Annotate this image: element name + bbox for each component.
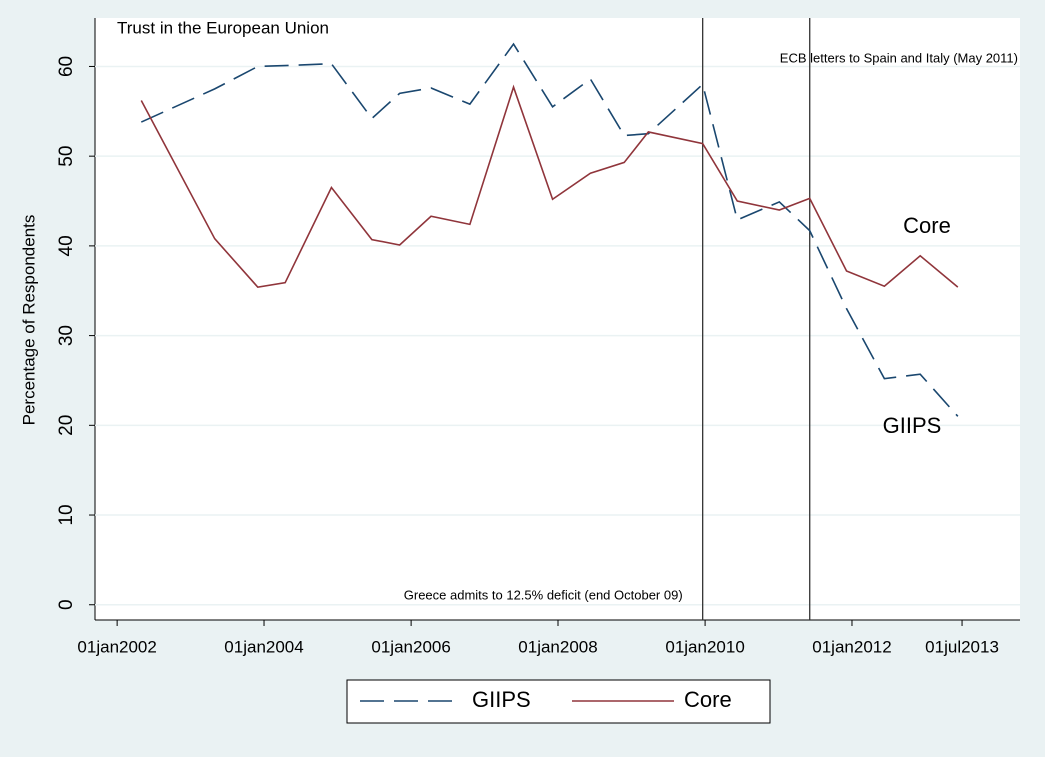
y-tick-label: 30 — [56, 325, 77, 346]
x-tick-label: 01jul2013 — [925, 637, 999, 656]
x-tick-label: 01jan2006 — [371, 637, 450, 656]
chart-title: Trust in the European Union — [117, 18, 329, 37]
y-tick-label: 50 — [56, 146, 77, 167]
legend-label: GIIPS — [472, 687, 531, 712]
legend-label: Core — [684, 687, 732, 712]
x-tick-label: 01jan2008 — [518, 637, 597, 656]
x-tick-label: 01jan2002 — [77, 637, 156, 656]
event-label: ECB letters to Spain and Italy (May 2011… — [780, 50, 1018, 65]
x-tick-label: 01jan2010 — [665, 637, 744, 656]
y-tick-label: 60 — [56, 56, 77, 77]
x-tick-label: 01jan2004 — [224, 637, 303, 656]
y-tick-label: 40 — [56, 235, 77, 256]
series-line — [140, 84, 959, 289]
series-line — [140, 42, 959, 417]
y-tick-label: 0 — [56, 599, 77, 610]
x-tick-label: 01jan2012 — [812, 637, 891, 656]
y-axis-label: Percentage of Respondents — [19, 215, 38, 426]
event-label: Greece admits to 12.5% deficit (end Octo… — [404, 587, 683, 602]
series-label: Core — [903, 213, 951, 238]
y-tick-label: 10 — [56, 504, 77, 525]
plot-area — [95, 18, 1020, 620]
series-label: GIIPS — [883, 413, 942, 438]
y-tick-label: 20 — [56, 415, 77, 436]
